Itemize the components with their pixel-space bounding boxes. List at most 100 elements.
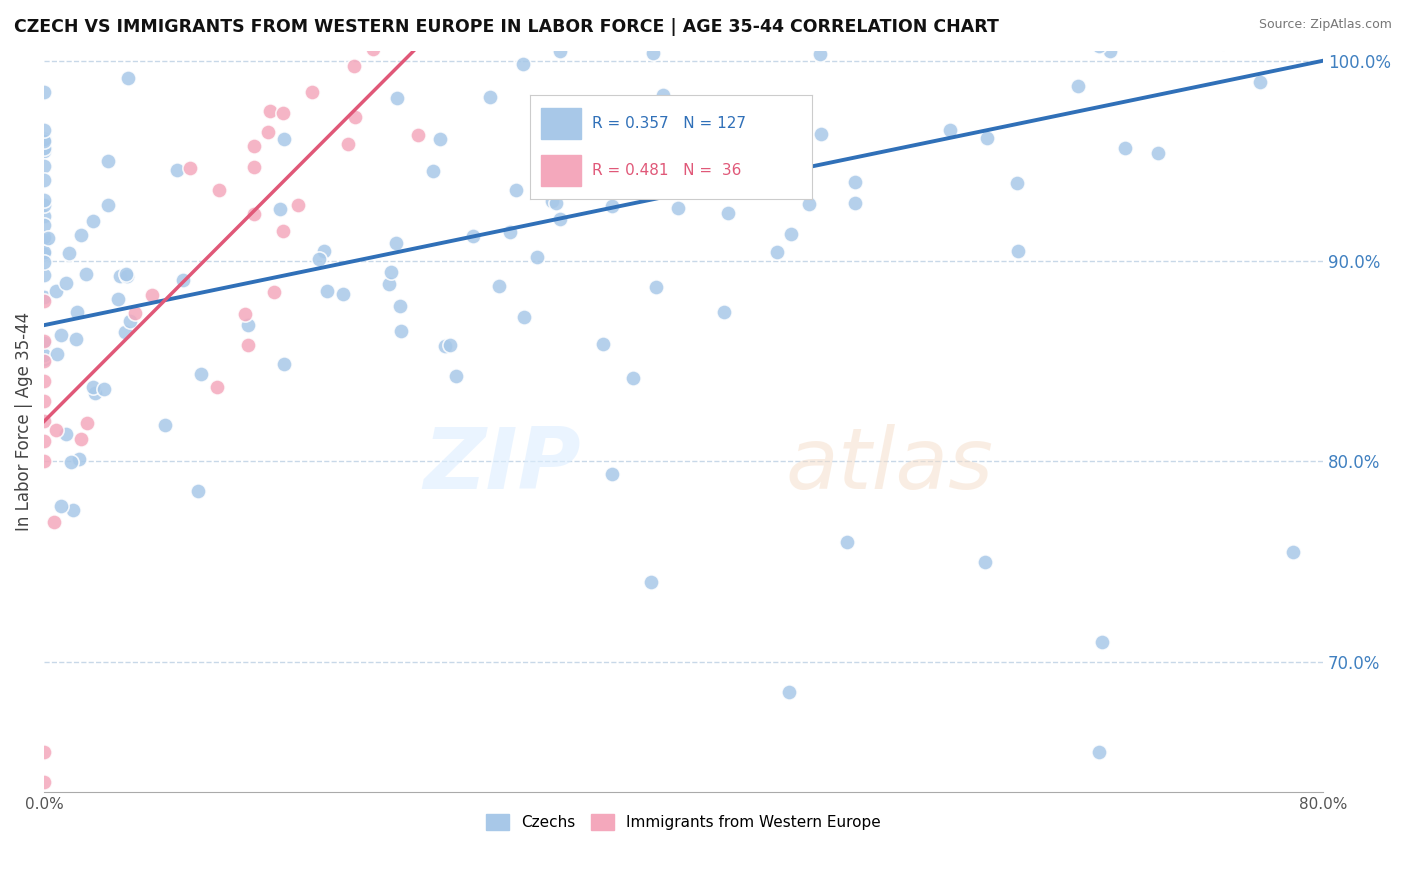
Point <box>32 173 55 187</box>
Point <box>32 123 55 137</box>
Point <box>380 265 402 279</box>
Point <box>973 555 995 569</box>
Point <box>256 125 278 139</box>
Point <box>55 276 77 290</box>
Point <box>49 328 72 343</box>
Point <box>271 224 294 238</box>
Point <box>114 325 136 339</box>
Point <box>190 367 212 381</box>
Point <box>118 314 141 328</box>
Point <box>32 245 55 260</box>
Point <box>32 141 55 155</box>
Point <box>439 338 461 352</box>
Point <box>32 351 55 366</box>
Point <box>672 174 695 188</box>
Point <box>32 247 55 261</box>
Point <box>141 287 163 301</box>
Point <box>488 279 510 293</box>
Point <box>242 138 264 153</box>
Point <box>778 685 800 699</box>
Point <box>32 209 55 223</box>
Point <box>32 235 55 250</box>
Text: CZECH VS IMMIGRANTS FROM WESTERN EUROPE IN LABOR FORCE | AGE 35-44 CORRELATION C: CZECH VS IMMIGRANTS FROM WESTERN EUROPE … <box>14 18 998 36</box>
Point <box>32 85 55 99</box>
Point <box>312 244 335 259</box>
Point <box>269 202 291 217</box>
Point <box>301 85 323 99</box>
Point <box>273 132 295 146</box>
Point <box>93 382 115 396</box>
Point <box>363 42 385 56</box>
Point <box>82 379 104 393</box>
Point <box>69 432 91 446</box>
Point <box>343 110 366 124</box>
Point <box>640 574 662 589</box>
Point <box>62 503 84 517</box>
Point <box>1146 146 1168 161</box>
Point <box>32 159 55 173</box>
Point <box>238 338 260 352</box>
Point <box>844 175 866 189</box>
Point <box>1098 44 1121 58</box>
Point <box>1067 78 1090 93</box>
Point <box>32 268 55 282</box>
Point <box>243 160 266 174</box>
Point <box>115 268 138 282</box>
Point <box>592 336 614 351</box>
Point <box>32 775 55 789</box>
Point <box>32 229 55 244</box>
Point <box>243 206 266 220</box>
Point <box>97 198 120 212</box>
Point <box>1007 244 1029 259</box>
Point <box>343 59 366 73</box>
Point <box>76 416 98 430</box>
Text: atlas: atlas <box>786 425 994 508</box>
Point <box>499 225 522 239</box>
Point <box>651 87 673 102</box>
Point <box>153 418 176 433</box>
Point <box>45 423 67 437</box>
Point <box>976 131 998 145</box>
Point <box>179 161 201 176</box>
Point <box>58 246 80 260</box>
Point <box>32 374 55 388</box>
Point <box>32 294 55 309</box>
Point <box>1091 634 1114 648</box>
Point <box>166 163 188 178</box>
Point <box>810 127 832 141</box>
Point <box>263 285 285 299</box>
Point <box>32 454 55 468</box>
Point <box>117 70 139 85</box>
Point <box>835 534 858 549</box>
Point <box>32 135 55 149</box>
Point <box>110 268 132 283</box>
Point <box>32 218 55 232</box>
Point <box>685 138 707 153</box>
Point <box>233 307 256 321</box>
Point <box>107 293 129 307</box>
Point <box>32 348 55 362</box>
Point <box>32 394 55 409</box>
Point <box>259 104 281 119</box>
Point <box>65 305 87 319</box>
Point <box>385 91 408 105</box>
Point <box>82 214 104 228</box>
Point <box>32 414 55 428</box>
Point <box>406 128 429 142</box>
Point <box>385 235 408 250</box>
Point <box>1005 177 1028 191</box>
Point <box>273 358 295 372</box>
Point <box>32 144 55 158</box>
Point <box>32 336 55 351</box>
Point <box>717 205 740 219</box>
Legend: Czechs, Immigrants from Western Europe: Czechs, Immigrants from Western Europe <box>481 808 887 836</box>
Point <box>32 132 55 146</box>
Point <box>32 354 55 368</box>
Point <box>544 195 567 210</box>
Point <box>187 483 209 498</box>
Point <box>388 299 411 313</box>
Text: Source: ZipAtlas.com: Source: ZipAtlas.com <box>1258 18 1392 31</box>
Point <box>55 426 77 441</box>
Point <box>844 196 866 211</box>
Point <box>389 325 412 339</box>
